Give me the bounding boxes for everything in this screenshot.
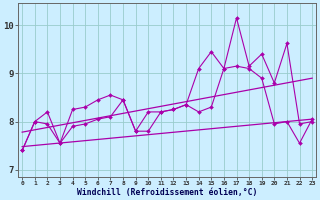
X-axis label: Windchill (Refroidissement éolien,°C): Windchill (Refroidissement éolien,°C)	[77, 188, 257, 197]
